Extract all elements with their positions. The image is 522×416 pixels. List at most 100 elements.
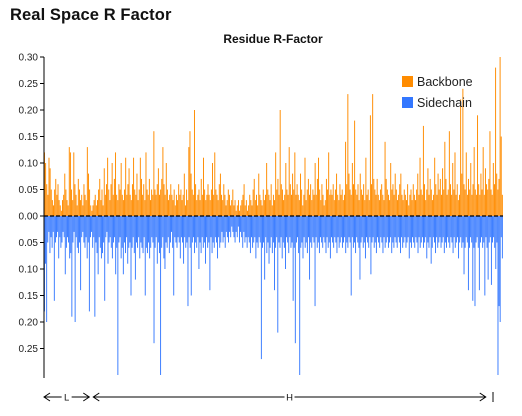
backbone-bar [321,184,323,216]
backbone-bar [93,200,95,216]
sidechain-bar [185,216,187,248]
sidechain-bar [480,216,481,243]
sidechain-bar [425,216,427,238]
sidechain-bar [486,216,488,248]
sidechain-bar [358,216,360,248]
backbone-bar [152,194,154,216]
backbone-bar [200,178,202,216]
backbone-bar [55,178,57,216]
backbone-bar [80,200,82,216]
backbone-bar [101,189,103,216]
backbone-bar [319,189,321,216]
sidechain-bar [71,216,73,317]
sidechain-bar [326,216,328,238]
page-title: Real Space R Factor [10,6,172,24]
sidechain-bar [231,216,233,227]
sidechain-bar [194,216,196,254]
backbone-bar [338,200,340,216]
sidechain-bar [341,216,343,248]
backbone-bar [300,173,301,216]
backbone-bar [491,194,493,216]
backbone-bar [139,157,141,216]
backbone-bar [341,189,343,216]
sidechain-bar [256,216,258,243]
backbone-bar [165,163,167,216]
sidechain-bar [84,216,86,248]
sidechain-bar [105,216,107,238]
sidechain-bar [309,216,311,280]
sidechain-bar [228,216,229,243]
backbone-bar [487,189,489,216]
backbone-bar [384,141,386,216]
sidechain-bar [208,216,210,243]
sidechain-bar [370,216,372,275]
backbone-bar [468,178,469,216]
sidechain-bar [93,216,95,238]
backbone-bar [484,168,486,216]
sidechain-bar [232,216,234,232]
backbone-bar [213,194,215,216]
backbone-bar [462,88,464,216]
backbone-bar [154,189,156,216]
sidechain-bar [441,216,443,243]
backbone-bar [184,205,186,216]
backbone-bar [228,194,230,216]
backbone-bar [284,194,286,216]
y-tick-label: 0.20 [19,106,39,117]
backbone-bar [297,194,299,216]
backbone-bar [127,184,129,216]
sidechain-bar [167,216,169,238]
backbone-bar [156,184,158,216]
backbone-bar [91,210,93,216]
backbone-bar [83,184,85,216]
backbone-bar [390,163,392,216]
sidechain-bar [76,216,78,248]
sidechain-bar [100,216,102,259]
backbone-bars [44,57,503,216]
sidechain-bar [483,216,485,243]
backbone-bar [223,184,225,216]
segment-label-bg [284,391,295,403]
backbone-bar [489,131,491,216]
backbone-bar [331,194,333,216]
sidechain-bar [224,216,226,248]
sidechain-bar [383,216,385,238]
backbone-bar [399,184,401,216]
sidechain-bar [340,216,342,238]
sidechain-bar [291,216,293,243]
sidechain-bar [327,216,329,248]
backbone-bar [296,184,298,216]
sidechain-bar [99,216,101,248]
sidechain-bar [396,216,398,248]
sidechain-bar [198,216,200,269]
sidechain-bar [406,216,408,243]
sidechain-bar [331,216,332,238]
backbone-bar [248,205,250,216]
sidechain-bar [426,216,428,259]
backbone-bar [328,152,330,216]
sidechain-bar [274,216,275,291]
backbone-bar [471,194,473,216]
sidechain-bar [260,216,262,360]
backbone-bar [146,189,148,216]
sidechain-bar [305,216,307,243]
sidechain-bar [283,216,285,248]
sidechain-bar [431,216,433,248]
sidechain-bar [344,216,346,238]
sidechain-bar [61,216,63,243]
sidechain-bar [456,216,458,238]
backbone-bar [445,178,447,216]
sidechain-bar [484,216,486,296]
sidechain-bar [215,216,217,243]
sidechain-bar [117,216,119,375]
sidechain-bar [302,216,304,259]
sidechain-bar [345,216,347,254]
sidechain-bar [384,216,386,248]
backbone-bar [380,189,382,216]
backbone-bar [164,194,166,216]
backbone-bar [219,173,221,216]
sidechain-bar [237,216,239,227]
backbone-bar [402,200,404,216]
sidechain-bar [200,216,202,254]
backbone-bar [244,205,246,216]
